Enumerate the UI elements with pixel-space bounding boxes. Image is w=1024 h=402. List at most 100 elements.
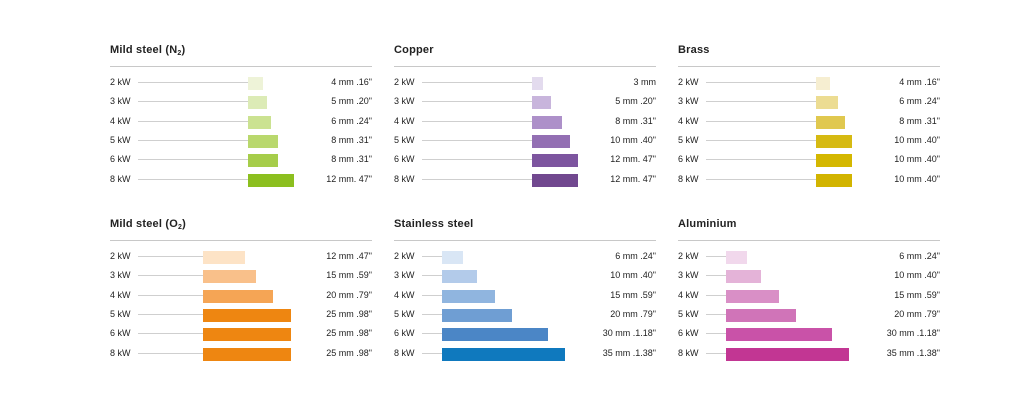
leader-line [706,120,816,122]
tick-label: 6 kW [394,154,415,165]
tick-label: 3 kW [110,270,131,281]
data-label: 12 mm. 47" [326,173,372,184]
leader-line [706,275,726,277]
tick-label: 5 kW [110,308,131,319]
title-divider [110,240,372,241]
bar [726,308,797,322]
data-label: 5 mm .20" [331,96,372,107]
tick-label: 4 kW [678,115,699,126]
tick-label: 6 kW [678,154,699,165]
chart-panel: Aluminium 2 kW 6 mm .24" 3 kW 10 mm .40" 4 kW… [678,218,940,388]
data-label: 20 mm .79" [894,308,940,319]
data-label: 10 mm .40" [894,134,940,145]
tick-label: 2 kW [394,77,415,87]
bar [248,115,271,129]
chart-title-text: Copper [394,44,434,56]
tick-label: 5 kW [678,308,699,319]
bar [816,154,852,168]
leader-line [706,178,816,180]
chart-panel: Mild steel (N2) 2 kW 4 mm .16" 3 kW 5 mm .20… [110,44,372,214]
leader-line [138,178,248,180]
bar [726,347,850,361]
bar [816,115,845,129]
leader-line [422,352,442,354]
bar [726,270,762,284]
tick-label: 8 kW [110,173,131,184]
bar [532,77,544,90]
data-label: 6 mm .24" [331,115,372,126]
leader-line [706,313,726,315]
data-label: 8 mm .31" [615,115,656,126]
tick-label: 4 kW [394,115,415,126]
bar [248,77,264,90]
chart-title: Copper [394,44,434,56]
bar [816,77,831,90]
chart-title-text: Mild steel (O [110,218,178,230]
data-label: 15 mm .59" [610,289,656,300]
title-divider [678,240,940,241]
bar [203,328,291,342]
leader-line [706,101,816,103]
tick-label: 2 kW [110,251,131,261]
leader-line [706,352,726,354]
chart-panel: Mild steel (O2) 2 kW 12 mm .47" 3 kW 15 mm .… [110,218,372,388]
chart-title: Stainless steel [394,218,473,230]
data-label: 35 mm .1.38" [602,347,656,358]
data-label: 25 mm .98" [326,308,372,319]
bar [203,347,291,361]
leader-line [138,313,203,315]
tick-label: 4 kW [110,289,131,300]
chart-title-text: Mild steel (N [110,44,178,56]
leader-line [138,256,203,257]
leader-line [422,294,442,296]
data-label: 30 mm .1.18" [886,328,940,339]
leader-line [422,159,532,161]
data-label: 12 mm. 47" [610,173,656,184]
data-label: 25 mm .98" [326,347,372,358]
data-label: 8 mm .31" [899,115,940,126]
leader-line [138,101,248,103]
bar [532,134,570,148]
tick-label: 2 kW [110,77,131,87]
bar [248,154,279,168]
bar [203,270,256,284]
leader-line [706,82,816,83]
tick-label: 6 kW [110,328,131,339]
data-label: 10 mm .40" [610,270,656,281]
chart-panel: Stainless steel 2 kW 6 mm .24" 3 kW 10 mm .4… [394,218,656,388]
bar [442,270,478,284]
tick-label: 6 kW [110,154,131,165]
leader-line [138,294,203,296]
data-label: 20 mm .79" [610,308,656,319]
leader-line [706,333,726,335]
bar [726,328,832,342]
chart-title-text: Stainless steel [394,218,474,230]
chart-title: Brass [678,44,710,56]
chart-title-subscript: 2 [177,50,182,57]
leader-line [138,352,203,354]
bar [442,289,495,303]
leader-line [422,139,532,141]
chart-title-suffix: ) [181,44,186,56]
chart-title-suffix: ) [182,218,186,230]
tick-label: 3 kW [394,270,415,281]
bar [442,308,513,322]
data-label: 6 mm .24" [899,96,940,107]
data-label: 3 mm [633,77,657,87]
bar [532,173,578,187]
tick-label: 5 kW [110,134,131,145]
data-label: 12 mm. 47" [610,154,656,165]
data-label: 8 mm .31" [331,154,372,165]
data-label: 10 mm .40" [894,173,940,184]
leader-line [706,159,816,161]
data-label: 4 mm .16" [331,77,372,87]
bar [203,308,291,322]
tick-label: 8 kW [678,347,699,358]
chart-title: Mild steel (N2) [110,44,185,57]
tick-label: 8 kW [394,173,415,184]
data-label: 15 mm .59" [326,270,372,281]
bar [442,251,464,264]
data-label: 10 mm .40" [610,134,656,145]
data-label: 6 mm .24" [615,251,656,261]
bar [248,173,294,187]
